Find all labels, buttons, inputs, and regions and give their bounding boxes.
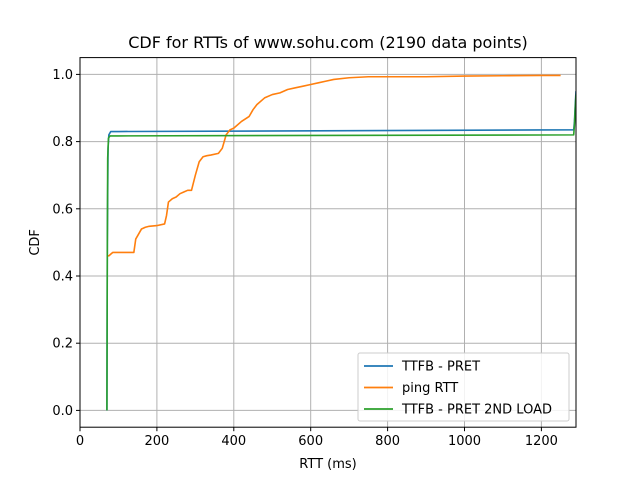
plot-frame [79,57,577,428]
legend-box [357,352,570,422]
x-tick-label: 0 [76,434,84,449]
y-axis-label: CDF [28,229,43,256]
x-tick-label: 200 [144,434,169,449]
x-tick-label: 400 [221,434,246,449]
legend-label: TTFB - PRET [401,360,480,375]
x-tick-label: 1000 [448,434,481,449]
legend-label: ping RTT [402,381,458,396]
x-tick-label: 800 [375,434,400,449]
x-tick-label: 600 [298,434,323,449]
legend-label: TTFB - PRET 2ND LOAD [401,403,552,418]
chart-title: CDF for RTTs of www.sohu.com (2190 data … [128,33,528,52]
series-lines [106,74,576,411]
y-tick-label: 0.4 [52,270,73,285]
axis-ticks: 0 200 400 600 800 1000 1200 0.0 0.2 0.4 0.6 0.8 1.0 [52,68,558,449]
series-line-3 [106,94,576,411]
y-tick-label: 0.2 [52,337,73,352]
y-tick-label: 0.6 [52,202,73,217]
x-tick-label: 1200 [525,434,558,449]
x-axis-label: RTT (ms) [299,457,356,472]
series-line-2 [107,74,561,257]
y-tick-label: 1.0 [52,68,73,83]
grid-lines [79,57,576,428]
legend: TTFB - PRET ping RTT TTFB - PRET 2ND LOAD [357,352,570,422]
y-tick-label: 0.8 [52,135,73,150]
y-tick-label: 0.0 [52,404,73,419]
